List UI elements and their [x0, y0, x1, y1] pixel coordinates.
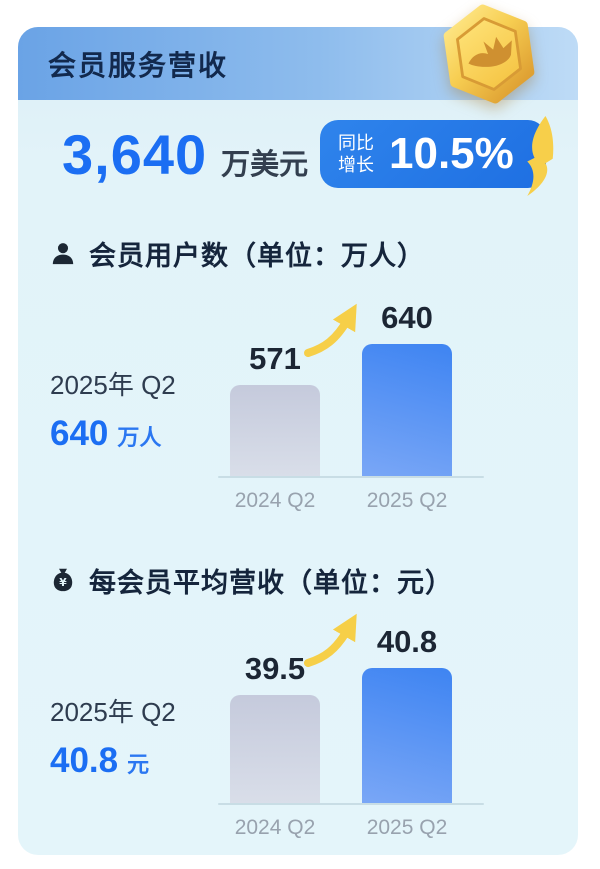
revenue-hero: 3,640 万美元 同比 增长 10.5%: [18, 100, 578, 196]
highlight-unit: 元: [127, 752, 150, 777]
member-user-icon: [48, 239, 78, 269]
highlight-period: 2025年 Q2: [50, 370, 176, 400]
section-member-users: 会员用户数（单位：万人） 2025年 Q2 640 万人 571: [18, 234, 578, 512]
section-member-users-header: 会员用户数（单位：万人）: [18, 234, 578, 273]
bar-value-label: 40.8: [376, 624, 438, 659]
category-label: 2024 Q2: [234, 489, 316, 512]
bar-column-2024q2: 571: [230, 341, 320, 477]
highlight-arpu: 2025年 Q2 40.8 元: [18, 626, 218, 804]
bar-value-label: 39.5: [244, 651, 306, 686]
highlight-value-row: 40.8 元: [50, 741, 218, 781]
yoy-growth-badge: 同比 增长 10.5%: [320, 116, 554, 196]
flash-icon: [527, 116, 554, 196]
axis-baseline: [218, 476, 484, 478]
svg-text:¥: ¥: [59, 576, 67, 589]
section-title: 会员用户数（单位：万人）: [89, 241, 425, 271]
bar-column-2025q2: 640: [362, 300, 452, 477]
bar-column-2024q2: 39.5: [230, 651, 320, 804]
section-arpu: ¥ 每会员平均营收（单位：元） 2025年 Q2 40.8 元 39.5: [18, 561, 578, 839]
money-bag-yen-icon: ¥: [48, 566, 78, 596]
category-label: 2025 Q2: [366, 489, 448, 512]
growth-label-line2: 增长: [338, 155, 374, 175]
gold-medal-crown-icon: [440, 2, 538, 106]
growth-arrow-icon: [304, 613, 357, 667]
bar-2025q2: [362, 344, 452, 477]
growth-label: 同比 增长: [338, 132, 374, 177]
highlight-value: 40.8: [50, 741, 119, 780]
bar-2024q2: [230, 695, 320, 804]
section-arpu-header: ¥ 每会员平均营收（单位：元）: [18, 561, 578, 600]
chart-row-member-users: 2025年 Q2 640 万人 571 640: [18, 299, 578, 512]
growth-badge-body: 同比 增长 10.5%: [320, 120, 546, 188]
bar-value-label: 571: [249, 341, 301, 376]
revenue-unit: 万美元: [221, 148, 309, 181]
bar-2025q2: [362, 668, 452, 804]
category-label: 2025 Q2: [366, 816, 448, 839]
highlight-value: 640: [50, 414, 109, 453]
bar-column-2025q2: 40.8: [362, 624, 452, 804]
category-label: 2024 Q2: [234, 816, 316, 839]
section-title: 每会员平均营收（单位：元）: [89, 568, 453, 598]
highlight-member-users: 2025年 Q2 640 万人: [18, 299, 218, 477]
chart-row-arpu: 2025年 Q2 40.8 元 39.5 40.8: [18, 613, 578, 839]
revenue-total: 3,640 万美元: [46, 122, 308, 187]
growth-arrow-icon: [304, 303, 357, 357]
revenue-value: 3,640: [62, 122, 208, 186]
growth-value: 10.5%: [389, 129, 514, 178]
bar-2024q2: [230, 385, 320, 477]
growth-label-line1: 同比: [338, 132, 374, 153]
highlight-value-row: 640 万人: [50, 414, 218, 454]
axis-baseline: [218, 803, 484, 805]
revenue-card: 会员服务营收 3,6: [18, 4, 578, 855]
bar-chart-member-users: 571 640: [218, 299, 484, 512]
bar-value-label: 640: [381, 300, 433, 335]
highlight-period: 2025年 Q2: [50, 697, 176, 727]
page-title: 会员服务营收: [48, 49, 229, 81]
bar-chart-arpu: 39.5 40.8: [218, 613, 484, 839]
highlight-unit: 万人: [117, 425, 162, 450]
